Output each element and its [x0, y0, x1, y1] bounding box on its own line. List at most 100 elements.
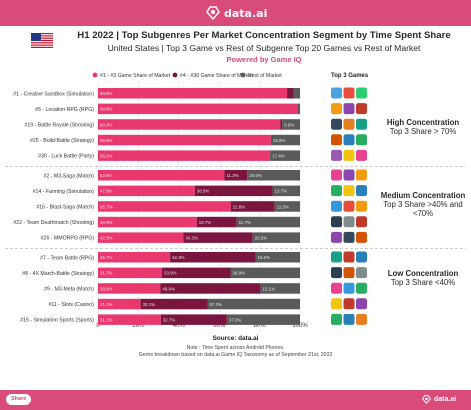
source-note: Source: data.ai: [212, 335, 259, 342]
segment-high: High Concentration Top 3 Share > 70%: [380, 118, 466, 136]
footer-bar: Share data.ai: [0, 390, 471, 410]
bar-segment: [230, 267, 300, 279]
bar-segment: [98, 170, 225, 181]
segment-medium-desc: Top 3 Share >40% and <70%: [383, 200, 463, 218]
game-icon: [356, 231, 367, 243]
data-label: 31.7%: [100, 271, 113, 276]
footer-brand[interactable]: data.ai: [422, 395, 456, 404]
top-banner: data.ai: [0, 0, 471, 26]
bar-segment: [162, 267, 231, 279]
game-icon: [343, 216, 355, 228]
game-icon: [331, 103, 342, 115]
game-icon: [343, 87, 355, 99]
category-label: #5 - Location RPG (RPG): [35, 107, 94, 113]
data-label: 99.0%: [100, 107, 113, 112]
legend-label: Rest of Market: [248, 73, 282, 79]
data-label: 65.7%: [100, 204, 113, 209]
bar-segment: [140, 298, 208, 310]
data-label: 13.7%: [275, 189, 288, 194]
data-label: 85.2%: [100, 153, 113, 158]
game-icon: [343, 118, 355, 130]
us-flag-icon: [31, 33, 53, 48]
data-label: 15.6%: [258, 255, 271, 260]
bar-segment: [98, 119, 281, 130]
x-tick-label: 60%: [213, 323, 226, 329]
game-icon: [343, 169, 355, 181]
game-icon: [343, 103, 355, 115]
data-label: 48.9%: [162, 286, 175, 291]
bar-segment: [98, 267, 163, 279]
data-label: 47.9%: [100, 189, 113, 194]
category-label: #19 - Battle Royale (Shooting): [25, 122, 95, 128]
legend-marker: [240, 72, 246, 78]
bar-segment: [282, 119, 300, 130]
category-label: #26 - MMORPG (RPG): [41, 236, 95, 242]
share-button[interactable]: Share: [6, 394, 32, 405]
bar-segment: [160, 283, 261, 294]
bar-segment: [297, 103, 300, 115]
data-label: 26.6%: [249, 173, 262, 178]
legend-label: #1 - #3 Game Share of Market: [100, 73, 171, 79]
game-icon: [356, 118, 367, 130]
bar-segment: [98, 134, 271, 146]
bar-segment: [230, 201, 275, 212]
bar-segment: [196, 216, 237, 228]
game-icon: [343, 200, 355, 212]
game-icon: [356, 185, 367, 197]
data-label: 30.9%: [100, 286, 113, 291]
game-icon: [331, 231, 342, 243]
data-label: 15.1%: [262, 286, 275, 291]
bar-segment: [98, 201, 231, 212]
data-label: 93.6%: [100, 91, 113, 96]
game-icon: [331, 149, 342, 161]
segment-low: Low Concentration Top 3 Share <40%: [380, 269, 466, 287]
data-label: 42.3%: [100, 235, 113, 240]
category-label: #8 - 4X March-Battle (Strategy): [22, 271, 94, 277]
brand-name: data.ai: [224, 6, 268, 20]
data-label: 19.7%: [199, 220, 212, 225]
game-icon: [343, 231, 355, 243]
bar-segment: [236, 216, 300, 228]
legend-marker: [92, 72, 98, 78]
bar-segment: [224, 170, 248, 181]
data-label: 34.3%: [185, 235, 198, 240]
brand[interactable]: data.ai: [206, 6, 267, 20]
game-icon: [343, 185, 355, 197]
data-ai-logo-icon: [422, 395, 431, 404]
bar-segment: [98, 232, 184, 243]
category-label: #7 - Team Battle (RPG): [40, 255, 94, 261]
game-icon: [343, 134, 355, 146]
game-icon: [356, 200, 367, 212]
game-icon: [356, 149, 367, 161]
game-icon: [356, 216, 367, 228]
segment-medium: Medium Concentration Top 3 Share >40% an…: [380, 191, 466, 218]
segment-low-desc: Top 3 Share <40%: [390, 278, 456, 287]
bar-segment: [194, 185, 273, 197]
game-icon: [343, 251, 355, 263]
stacked-bar-chart: 0 20% 40% 60% 80% 100% #1 - #3 Game Share of M…: [5, 72, 466, 329]
game-icon: [331, 118, 342, 130]
note-line-1: Note : Time Spent across Android Phones.: [186, 345, 285, 351]
page-title: H1 2022 | Top Subgenres Per Market Conce…: [77, 30, 451, 41]
data-label: 42.3%: [172, 255, 185, 260]
game-icon: [356, 267, 367, 279]
bar-segment: [98, 283, 161, 294]
data-label: 33.1%: [143, 302, 156, 307]
game-icon: [331, 313, 342, 325]
bar-segment: [98, 185, 195, 197]
bar-segment: [98, 252, 171, 263]
game-icon: [331, 282, 342, 294]
data-label: 62.6%: [100, 173, 113, 178]
game-icon: [356, 298, 367, 310]
data-label: 37.0%: [229, 317, 242, 322]
bar-segment: [293, 88, 300, 99]
bar-segment: [270, 150, 300, 161]
category-label: #25 - Build-Battle (Strategy): [30, 138, 94, 144]
data-label: 11.7%: [239, 220, 251, 225]
category-label: #22 - Team Deathmatch (Shooting): [13, 220, 94, 226]
bar-segment: [280, 119, 283, 130]
data-label: 28.8%: [233, 271, 246, 276]
game-icon: [331, 216, 342, 228]
game-icon: [343, 298, 355, 310]
game-icon: [356, 103, 367, 115]
